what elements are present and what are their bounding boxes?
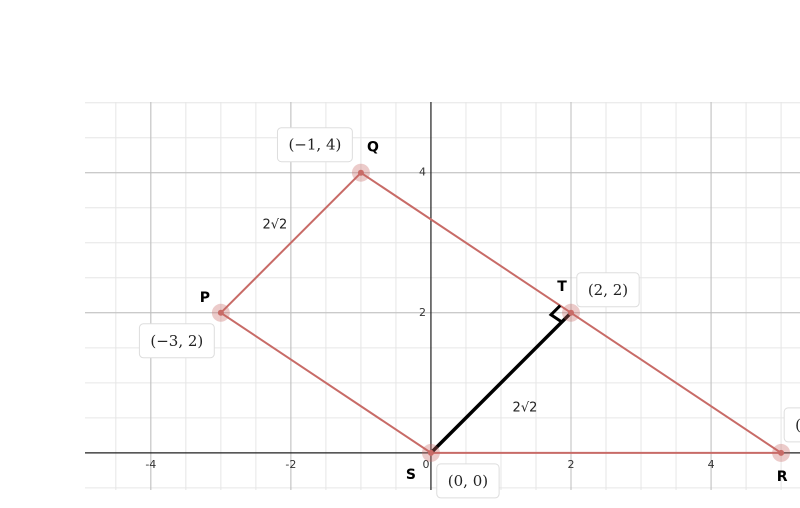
y-tick-label: 2 [419,306,426,319]
point [427,449,434,456]
x-tick-label: -2 [285,458,296,471]
coord-box [436,463,500,499]
coord-text: (−3, 2) [150,332,203,350]
coord-text: (−1, 4) [288,136,341,154]
point-name: S [406,467,416,483]
x-tick-label: 4 [708,458,715,471]
x-tick-label: 2 [568,458,575,471]
coord-text: (0, 0) [448,472,488,490]
point [217,309,224,316]
coord-box [276,127,353,163]
x-tick-label: 0 [422,458,429,471]
coord-box [576,272,640,308]
coord-label: (2, 2) [576,272,640,308]
altitude [429,311,573,455]
y-tick-label: 4 [419,166,426,179]
coord-box [783,407,800,443]
point-name: T [557,279,567,295]
point-name: P [200,290,210,306]
coord-label: ( [783,407,800,443]
coord-label: (−1, 4) [276,127,353,163]
coord-text: ( [795,416,800,434]
right-angle-mark [548,304,563,324]
point-name: Q [367,140,379,156]
point-name: R [777,469,788,485]
coord-box [138,323,215,359]
x-tick-label: -4 [145,458,156,471]
coord-label: (0, 0) [436,463,500,499]
point [568,309,575,316]
coord-label: (−3, 2) [138,323,215,359]
point [357,169,364,176]
coord-text: (2, 2) [588,281,628,299]
edge-label: 2√2 [513,400,538,415]
edge-label: 2√2 [262,217,287,232]
point [778,449,785,456]
